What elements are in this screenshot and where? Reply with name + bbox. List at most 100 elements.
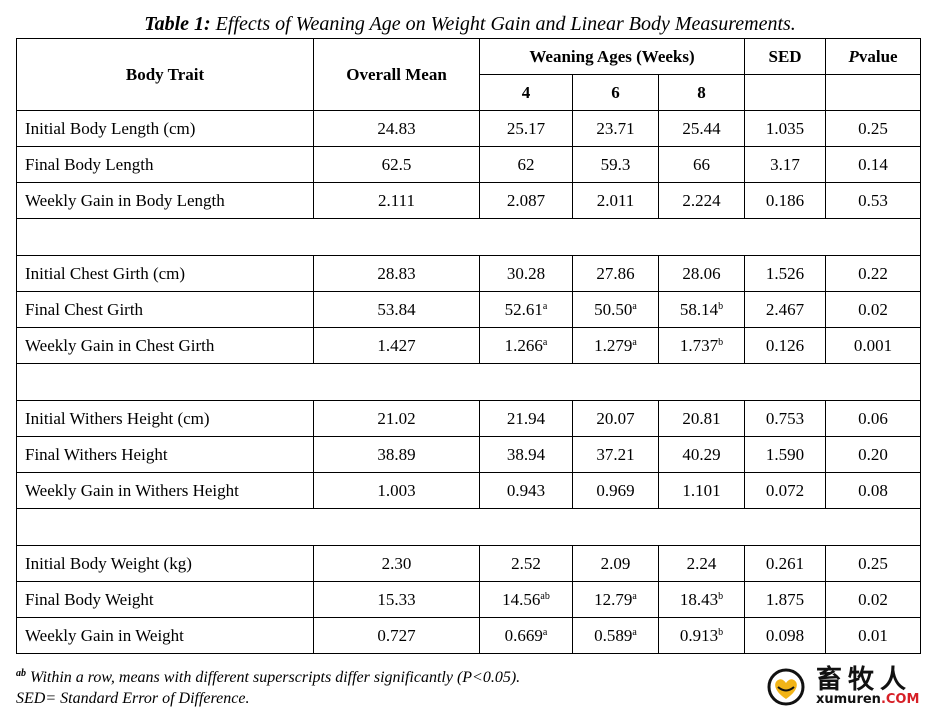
value: 21.94 — [506, 408, 546, 428]
table-row: Weekly Gain in Withers Height 1.003 0.94… — [16, 472, 922, 509]
value: 2.224 — [682, 190, 721, 210]
results-table: Body Trait Overall Mean Weaning Ages (We… — [15, 38, 922, 654]
value: 40.29 — [682, 444, 721, 464]
cell-week-4: 14.56ab — [479, 581, 573, 618]
cell-pvalue: 0.06 — [825, 400, 922, 437]
footnote-superscript: ab — [16, 668, 26, 679]
value: 0.589 — [594, 625, 633, 645]
table-row: Final Chest Girth 53.84 52.61a 50.50a 58… — [16, 291, 922, 328]
cell-trait: Weekly Gain in Withers Height — [16, 472, 314, 509]
cell-sed: 0.186 — [744, 182, 827, 219]
cell-week-8: 2.24 — [657, 545, 746, 582]
cell-sed: 0.072 — [744, 472, 827, 509]
cell-trait: Initial Body Length (cm) — [16, 110, 314, 147]
value: 66 — [693, 154, 711, 174]
cell-sed: 1.590 — [744, 436, 827, 473]
cell-pvalue: 0.001 — [825, 327, 922, 364]
value: 14.56 — [502, 589, 541, 609]
cell-week-4: 30.28 — [479, 255, 573, 292]
value: 18.43 — [679, 589, 719, 609]
value: 1.101 — [682, 480, 721, 500]
superscript: b — [718, 300, 724, 312]
cell-sed: 1.035 — [744, 110, 827, 147]
cell-sed: 1.526 — [744, 255, 827, 292]
cell-week-4: 62 — [479, 146, 573, 183]
spacer-cell — [15, 363, 922, 401]
value: 25.44 — [682, 118, 721, 138]
header-pvalue-empty — [825, 74, 922, 111]
superscript: a — [542, 336, 548, 348]
value: 28.06 — [682, 263, 721, 283]
cell-trait: Final Withers Height — [16, 436, 314, 473]
cell-pvalue: 0.25 — [825, 545, 922, 582]
cell-week-8: 40.29 — [657, 436, 746, 473]
table-row: Final Body Length 62.5 62 59.3 66 3.17 0… — [16, 146, 922, 183]
value: 50.50 — [594, 299, 633, 319]
value: 27.86 — [596, 263, 635, 283]
cell-week-8: 1.101 — [657, 472, 746, 509]
superscript: b — [718, 626, 724, 638]
spacer-cell — [15, 508, 922, 546]
cell-sed: 2.467 — [744, 291, 827, 328]
superscript: a — [632, 300, 637, 312]
value: 20.81 — [682, 408, 721, 428]
header-p-italic: P — [848, 46, 859, 66]
value: 59.3 — [600, 154, 631, 174]
cell-pvalue: 0.22 — [825, 255, 922, 292]
cell-sed: 0.753 — [744, 400, 827, 437]
value: 30.28 — [506, 263, 546, 283]
value: 2.011 — [596, 190, 635, 210]
value: 0.943 — [506, 480, 546, 500]
cell-trait: Final Body Weight — [16, 581, 314, 618]
cell-mean: 1.427 — [313, 327, 480, 364]
cell-week-6: 50.50a — [572, 291, 659, 328]
cell-trait: Initial Body Weight (kg) — [16, 545, 314, 582]
spacer-row — [15, 218, 922, 256]
value: 37.21 — [596, 444, 635, 464]
cell-week-4: 2.52 — [479, 545, 573, 582]
cell-week-4: 0.943 — [479, 472, 573, 509]
cell-week-6: 59.3 — [572, 146, 659, 183]
superscript: a — [632, 336, 637, 348]
cell-week-4: 25.17 — [479, 110, 573, 147]
value: 0.669 — [504, 625, 543, 645]
caption-text: Effects of Weaning Age on Weight Gain an… — [210, 13, 796, 35]
superscript: a — [632, 626, 637, 638]
table-row: Final Withers Height 38.89 38.94 37.21 4… — [16, 436, 922, 473]
cell-week-6: 27.86 — [572, 255, 659, 292]
value: 0.969 — [596, 480, 635, 500]
cell-week-6: 0.589a — [572, 617, 659, 654]
header-weaning-ages: Weaning Ages (Weeks) — [478, 38, 746, 75]
superscript: a — [542, 300, 548, 312]
cell-trait: Weekly Gain in Weight — [16, 617, 314, 654]
cell-week-6: 23.71 — [572, 110, 659, 147]
cell-trait: Final Chest Girth — [16, 291, 314, 328]
cell-pvalue: 0.20 — [825, 436, 922, 473]
cell-week-8: 58.14b — [657, 291, 746, 328]
footnote-sed: SED= Standard Error of Difference. — [16, 690, 250, 707]
value: 1.266 — [504, 335, 543, 355]
watermark-url: xumuren.COM — [816, 693, 919, 707]
cell-mean: 0.727 — [313, 617, 480, 654]
cell-trait: Initial Chest Girth (cm) — [16, 255, 314, 292]
cell-pvalue: 0.01 — [825, 617, 922, 654]
cell-mean: 1.003 — [313, 472, 480, 509]
watermark-url-main: xumuren — [816, 692, 881, 707]
cell-mean: 24.83 — [313, 110, 480, 147]
table-row: Initial Body Weight (kg) 2.30 2.52 2.09 … — [16, 545, 922, 582]
cell-mean: 28.83 — [313, 255, 480, 292]
value: 23.71 — [596, 118, 635, 138]
cell-week-6: 12.79a — [572, 581, 659, 618]
spacer-row — [15, 363, 922, 401]
cell-week-8: 0.913b — [657, 617, 746, 654]
cell-pvalue: 0.08 — [825, 472, 922, 509]
cell-mean: 38.89 — [313, 436, 480, 473]
cell-mean: 21.02 — [313, 400, 480, 437]
table-row: Initial Withers Height (cm) 21.02 21.94 … — [16, 400, 922, 437]
header-row-1: Body Trait Overall Mean Weaning Ages (We… — [16, 38, 922, 111]
cell-week-4: 38.94 — [479, 436, 573, 473]
watermark-chinese-text: 畜牧人 — [816, 665, 913, 695]
cell-week-4: 52.61a — [479, 291, 573, 328]
table-row: Initial Body Length (cm) 24.83 25.17 23.… — [16, 110, 922, 147]
cell-trait: Weekly Gain in Chest Girth — [16, 327, 314, 364]
